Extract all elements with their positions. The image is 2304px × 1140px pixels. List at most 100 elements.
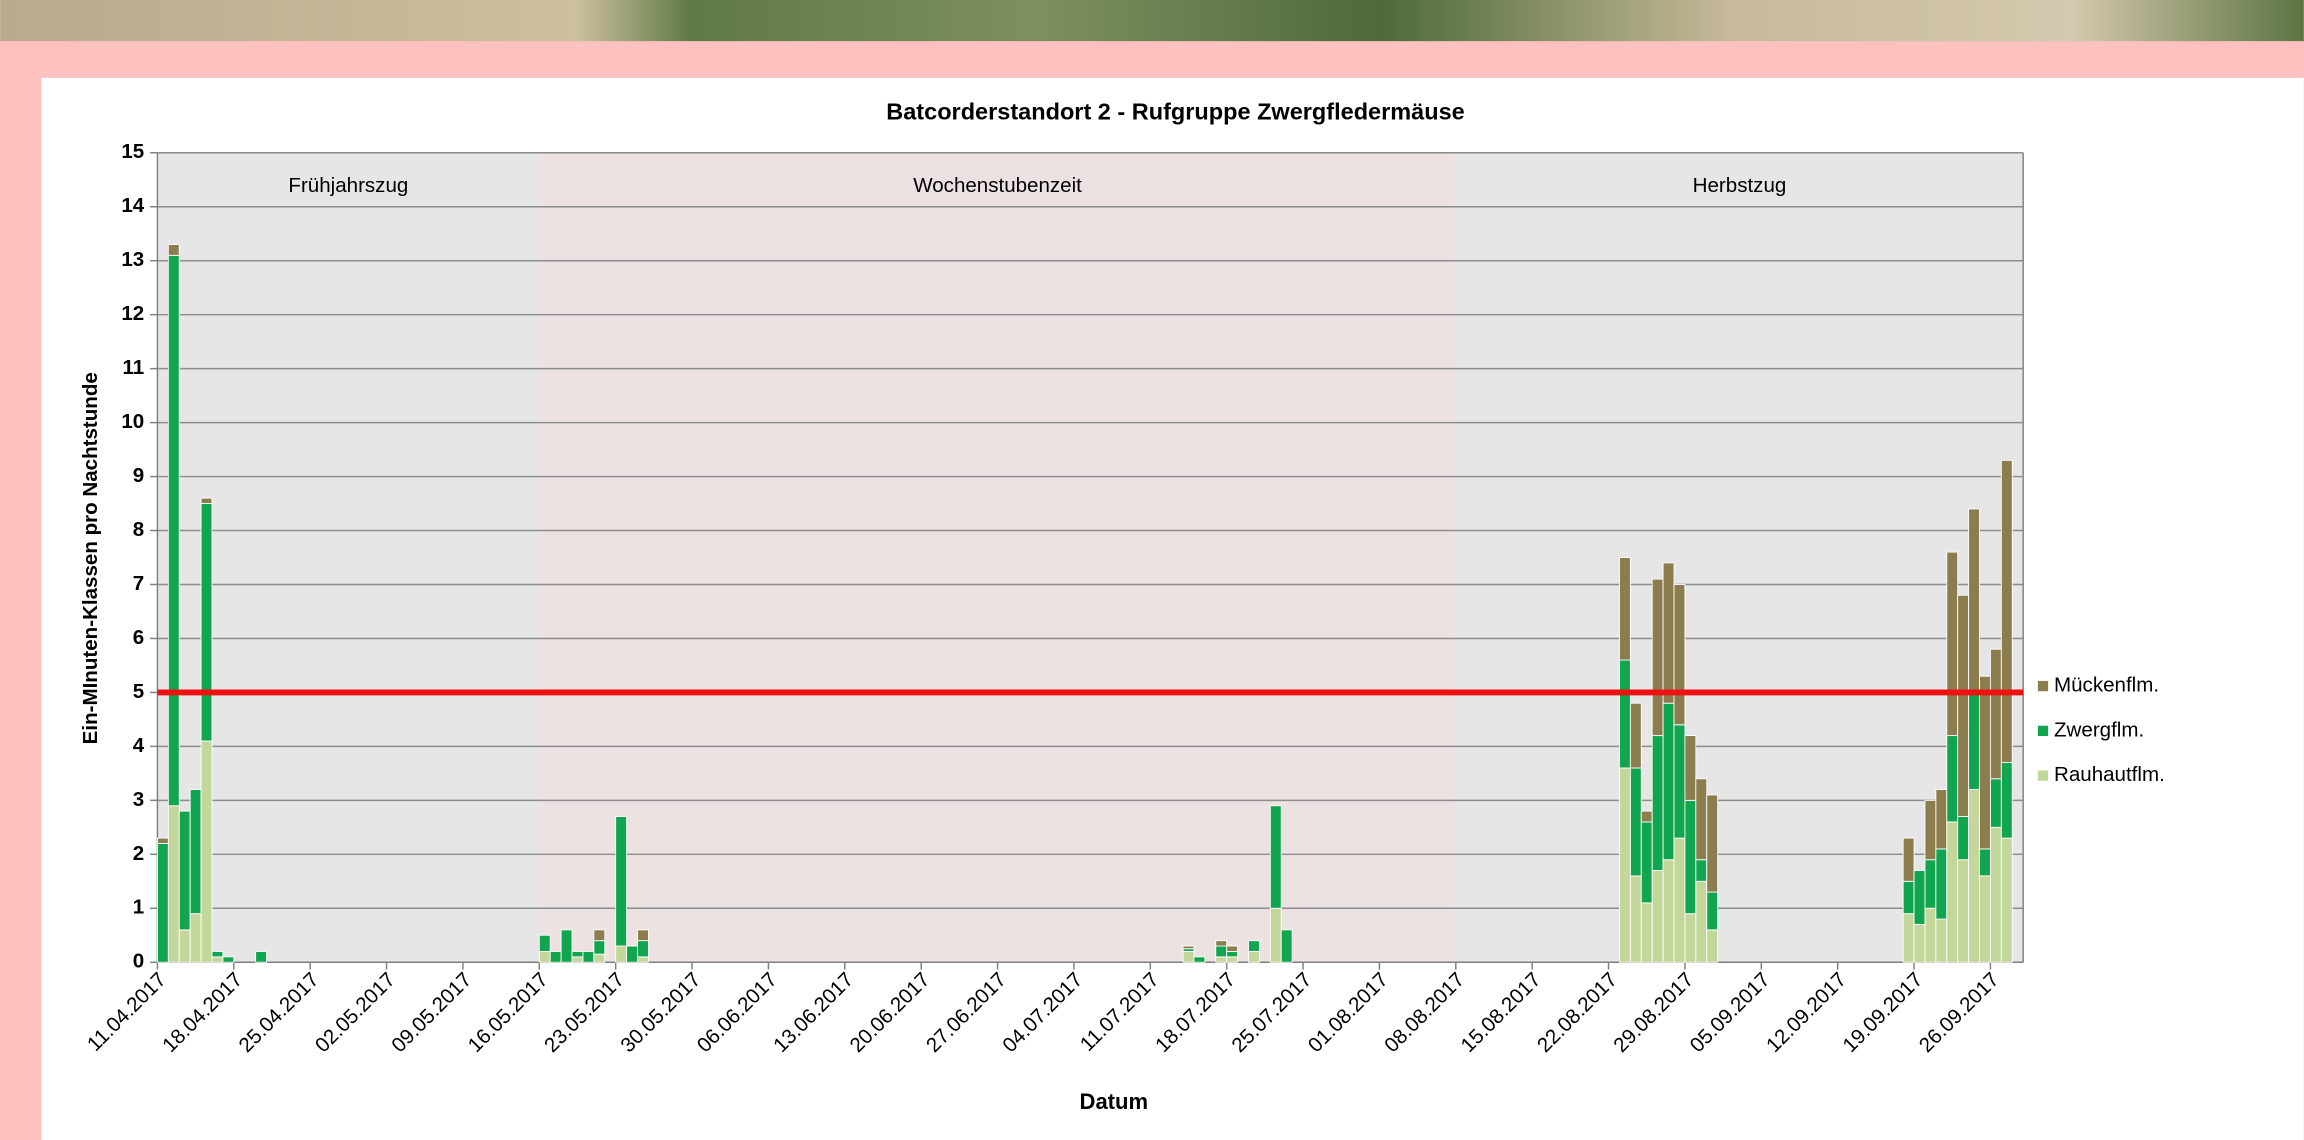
bar-segment [200, 497, 213, 504]
bar-segment [1913, 924, 1926, 963]
bar-segment [167, 254, 180, 807]
bar-segment [1215, 945, 1228, 958]
bar-segment [1706, 794, 1719, 893]
period-band [157, 152, 540, 963]
bar-segment [1651, 735, 1664, 871]
bar-segment [178, 810, 191, 931]
bar-segment [582, 951, 595, 963]
y-tick-label: 1 [133, 896, 144, 919]
y-tick-label: 15 [121, 140, 144, 163]
period-band [539, 152, 1456, 963]
x-axis-label: Datum [1080, 1089, 1149, 1114]
bar-segment [1695, 859, 1708, 882]
bar-segment [1226, 945, 1239, 952]
bar-segment [1640, 821, 1653, 904]
bar-segment [1182, 945, 1195, 950]
y-tick-label: 12 [121, 302, 144, 325]
bar-segment [1957, 594, 1970, 817]
bar-segment [1957, 859, 1970, 963]
y-tick-label: 6 [133, 626, 144, 649]
bar-segment [189, 913, 202, 963]
bar-segment [2000, 459, 2013, 764]
bar-segment [200, 740, 213, 963]
y-tick-label: 5 [133, 680, 144, 703]
bar-segment [1957, 816, 1970, 861]
y-tick-label: 7 [133, 572, 144, 595]
bar-segment [571, 951, 584, 958]
y-tick-label: 13 [121, 248, 144, 271]
bar-segment [1629, 875, 1642, 963]
bar-segment [1673, 584, 1686, 726]
bar-segment [1640, 810, 1653, 823]
bar-segment [1913, 870, 1926, 925]
y-tick-label: 11 [122, 356, 144, 379]
bar-segment [1280, 929, 1293, 963]
bar-segment [1924, 799, 1937, 861]
bar-segment [1946, 551, 1959, 737]
bar-segment [1269, 907, 1282, 963]
y-tick-label: 10 [121, 410, 144, 433]
bar-segment [1215, 940, 1228, 947]
bar-segment [1935, 789, 1948, 850]
bar-segment [1968, 691, 1980, 790]
bar-segment [1684, 735, 1697, 801]
aerial-photo-strip [0, 0, 2304, 42]
bar-segment [1651, 870, 1664, 963]
bar-segment [156, 843, 169, 963]
legend-label: Zwergflm. [2054, 718, 2144, 741]
bar-segment [211, 951, 224, 958]
bar-segment [549, 951, 562, 963]
bar-segment [1226, 951, 1239, 958]
bar-segment [200, 503, 213, 742]
bar-segment [167, 244, 180, 256]
bar-segment [637, 929, 649, 942]
bar-segment [1629, 702, 1642, 769]
bar-segment [593, 953, 606, 963]
bar-segment [1979, 875, 1991, 963]
bar-segment [1706, 891, 1719, 931]
bar-segment [1684, 913, 1697, 963]
bar-segment [1935, 848, 1948, 920]
bar-segment [1619, 557, 1631, 661]
bar-segment [1935, 918, 1948, 963]
bar-segment [1924, 907, 1937, 963]
bar-segment [593, 929, 606, 942]
bar-segment [156, 837, 169, 844]
y-tick-label: 4 [133, 734, 145, 757]
chart-title: Batcorderstandort 2 - Rufgruppe Zwergfle… [886, 98, 1464, 124]
bar-segment [1989, 826, 2002, 963]
bar-segment [1924, 859, 1937, 909]
bar-segment [1662, 562, 1675, 704]
bar-segment [2000, 762, 2013, 839]
bar-segment [1182, 951, 1195, 963]
bar-segment [2000, 837, 2013, 963]
legend-swatch [2037, 725, 2049, 737]
bar-segment [1673, 837, 1686, 963]
period-label: Frühjahrszug [288, 174, 408, 197]
bar-segment [211, 956, 224, 963]
bar-segment [1946, 735, 1959, 823]
y-tick-label: 2 [133, 842, 144, 865]
bar-segment [1248, 951, 1260, 963]
y-tick-label: 14 [121, 194, 144, 217]
bar-segment [1640, 902, 1653, 963]
bar-segment [538, 951, 551, 963]
bar-segment [538, 934, 551, 952]
bar-segment [1968, 789, 1980, 963]
bar-segment [1695, 778, 1708, 861]
bar-segment [1902, 837, 1915, 882]
bar-segment [1989, 648, 2002, 780]
bar-segment [626, 945, 638, 963]
legend-label: Rauhautflm. [2054, 763, 2165, 786]
bar-segment [637, 940, 649, 958]
bar-segment [615, 945, 628, 963]
bar-segment [560, 929, 573, 963]
bar-segment [615, 816, 628, 947]
period-label: Wochenstubenzeit [913, 174, 1082, 197]
bar-segment [1706, 929, 1719, 963]
bar-segment [178, 929, 191, 963]
bar-segment [1979, 848, 1991, 877]
bar-segment [1695, 880, 1708, 963]
bar-segment [1673, 724, 1686, 839]
